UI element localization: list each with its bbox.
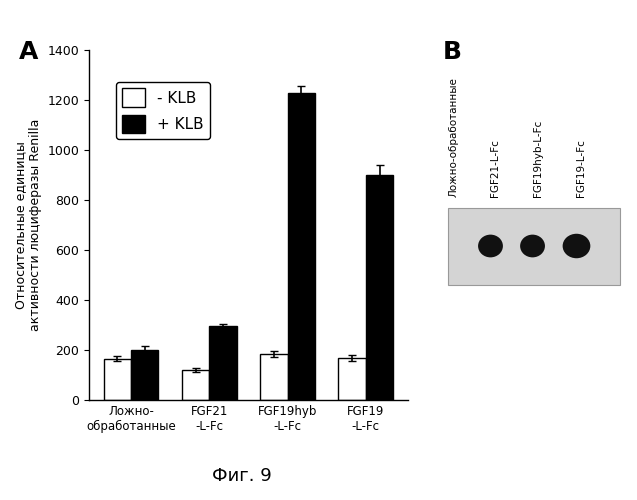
Bar (182, 370, 210, 400)
Text: B: B (443, 40, 462, 64)
Text: FGF21-L-Fc: FGF21-L-Fc (490, 139, 501, 197)
Y-axis label: Относительные единицы
активности люциферазы Renilla: Относительные единицы активности люцифер… (14, 119, 42, 331)
Ellipse shape (520, 234, 545, 258)
Bar (260, 354, 287, 400)
Text: Ложно-обработанные: Ложно-обработанные (448, 77, 459, 197)
Ellipse shape (562, 234, 590, 258)
Bar (448, 208, 620, 284)
Bar (287, 92, 315, 400)
Bar (104, 359, 131, 400)
Text: A: A (19, 40, 38, 64)
Ellipse shape (478, 234, 503, 258)
Bar (366, 175, 393, 400)
Text: Фиг. 9: Фиг. 9 (212, 467, 272, 485)
Text: FGF19hyb-L-Fc: FGF19hyb-L-Fc (533, 120, 543, 197)
Bar (131, 350, 159, 400)
Bar (210, 326, 237, 400)
Legend: - KLB, + KLB: - KLB, + KLB (116, 82, 210, 140)
Text: FGF19-L-Fc: FGF19-L-Fc (576, 139, 587, 197)
Bar (338, 358, 366, 400)
